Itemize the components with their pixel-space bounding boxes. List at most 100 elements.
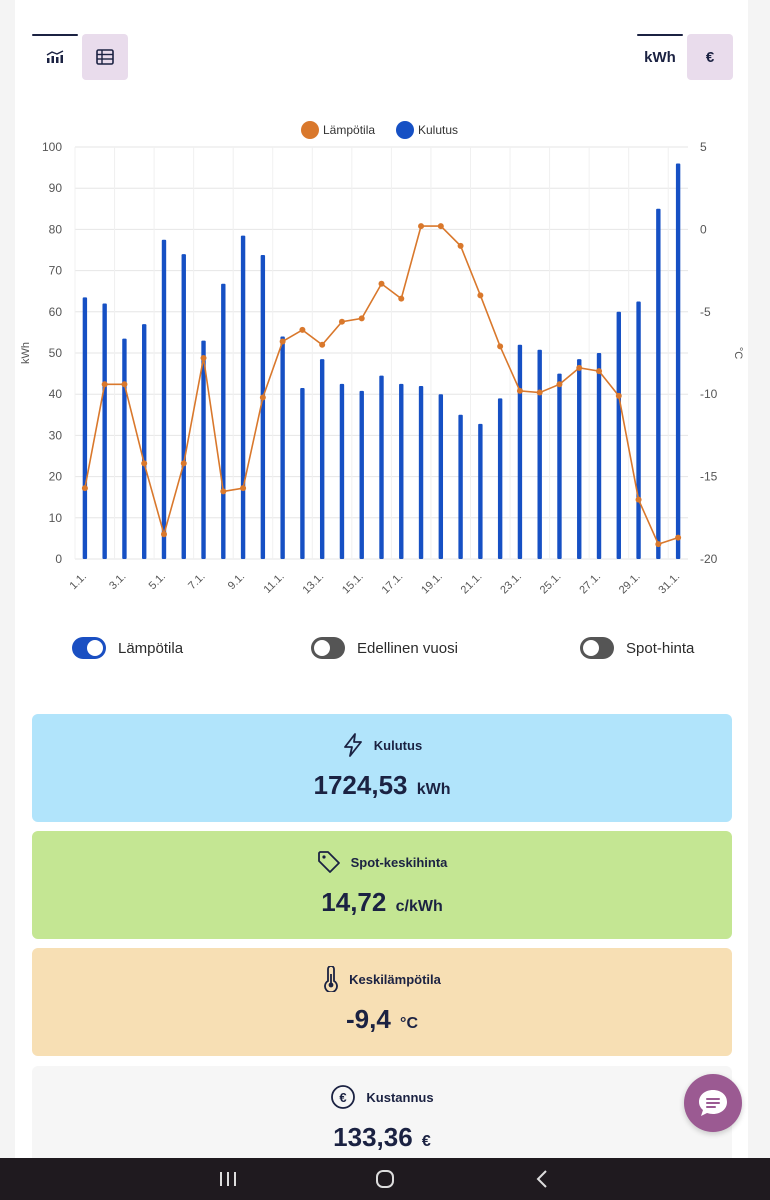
lampotila-point — [635, 496, 642, 503]
recent-apps-button[interactable] — [198, 1158, 258, 1200]
cost-card: € Kustannus 133,36 € — [32, 1066, 732, 1158]
x-tick-label: 7.1. — [186, 571, 207, 592]
kulutus-bar — [557, 373, 562, 559]
y-left-tick-label: 90 — [49, 181, 63, 195]
consumption-value: 1724,53 — [313, 770, 408, 800]
back-button[interactable] — [512, 1158, 572, 1200]
kulutus-bar — [82, 297, 88, 559]
kulutus-bar — [675, 163, 681, 560]
lampotila-point — [200, 354, 207, 361]
kulutus-bar — [537, 349, 542, 559]
lampotila-point — [378, 280, 385, 287]
y-left-tick-label: 0 — [55, 552, 62, 566]
spot-price-switch-item[interactable]: Spot-hinta — [580, 637, 694, 659]
lampotila-point — [437, 223, 444, 230]
x-tick-label: 13.1. — [301, 571, 327, 597]
kulutus-bar — [280, 336, 285, 559]
legend-marker — [396, 121, 414, 139]
spot-price-switch[interactable] — [580, 637, 614, 659]
x-tick-label: 23.1. — [498, 571, 524, 597]
table-icon — [96, 49, 114, 65]
y-left-tick-label: 40 — [49, 387, 63, 401]
kulutus-bar — [478, 423, 483, 559]
kulutus-bar — [636, 301, 641, 559]
chart-switches: Lämpötila Edellinen vuosi Spot-hinta — [15, 637, 748, 665]
lampotila-point — [615, 392, 622, 399]
kulutus-bar — [201, 340, 206, 559]
legend-label: Lämpötila — [323, 123, 375, 137]
spot-price-switch-label: Spot-hinta — [626, 639, 695, 657]
x-tick-label: 5.1. — [147, 571, 168, 592]
lampotila-point — [675, 534, 682, 541]
chart-view-button[interactable] — [32, 34, 78, 80]
kulutus-bar — [142, 324, 147, 559]
x-tick-label: 15.1. — [340, 571, 366, 597]
kulutus-bar — [616, 311, 621, 559]
lampotila-point — [398, 295, 405, 302]
consumption-card: Kulutus 1724,53 kWh — [32, 714, 732, 822]
lampotila-point — [180, 460, 187, 467]
bar-chart-icon — [46, 50, 64, 63]
table-view-button[interactable] — [82, 34, 128, 80]
x-tick-label: 9.1. — [226, 571, 247, 592]
legend-marker — [301, 121, 319, 139]
kulutus-bar — [300, 388, 305, 559]
y-left-tick-label: 20 — [49, 470, 63, 484]
kwh-unit-button[interactable]: kWh — [637, 34, 683, 80]
temperature-switch-item[interactable]: Lämpötila — [72, 637, 183, 659]
previous-year-switch-item[interactable]: Edellinen vuosi — [311, 637, 458, 659]
kulutus-bar — [577, 359, 582, 559]
kulutus-bar — [181, 254, 186, 559]
kulutus-bar — [596, 353, 602, 559]
view-toggle — [32, 34, 128, 80]
lampotila-point — [418, 223, 425, 230]
kulutus-bar — [260, 254, 266, 559]
lampotila-point — [536, 389, 543, 396]
temperature-switch[interactable] — [72, 637, 106, 659]
lampotila-point — [279, 338, 286, 345]
lampotila-point — [121, 381, 128, 388]
average-temperature-value: -9,4 — [346, 1004, 391, 1034]
lampotila-point — [596, 368, 603, 375]
y-right-tick-label: -5 — [700, 305, 711, 319]
lampotila-point — [81, 485, 88, 492]
lampotila-point — [338, 318, 345, 325]
lampotila-point — [516, 387, 523, 394]
lightning-icon — [343, 733, 362, 757]
y-right-tick-label: -20 — [700, 552, 718, 566]
spot-average-price-unit: c/kWh — [395, 898, 443, 915]
cost-title: Kustannus — [366, 1089, 434, 1105]
x-tick-label: 21.1. — [459, 571, 485, 597]
x-tick-label: 3.1. — [107, 571, 128, 592]
previous-year-switch[interactable] — [311, 637, 345, 659]
y-left-tick-label: 50 — [49, 346, 63, 360]
euro-unit-button[interactable]: € — [687, 34, 733, 80]
chat-button[interactable] — [684, 1074, 742, 1132]
lampotila-point — [141, 460, 148, 467]
lampotila-point — [655, 541, 662, 548]
y-left-tick-label: 60 — [49, 305, 63, 319]
price-tag-icon — [317, 851, 340, 873]
consumption-unit: kWh — [416, 781, 451, 798]
lampotila-point — [101, 381, 108, 388]
average-temperature-title: Keskilämpötila — [349, 971, 441, 987]
legend-label: Kulutus — [418, 123, 458, 137]
lampotila-point — [576, 364, 583, 371]
lampotila-point — [240, 485, 247, 492]
consumption-chart: 100 90 80 70 60 50 40 30 20 10 0 5 0 -5 -10 -15 -20 kWh °C… — [15, 110, 748, 620]
x-tick-label: 27.1. — [577, 571, 603, 597]
recent-apps-icon — [220, 1172, 237, 1186]
y-right-axis-title: °C — [732, 347, 744, 359]
x-tick-label: 19.1. — [419, 571, 445, 597]
y-left-axis-title: kWh — [20, 342, 32, 364]
x-tick-label: 25.1. — [538, 571, 564, 597]
kulutus-bar — [161, 239, 167, 559]
lampotila-point — [477, 292, 484, 299]
temperature-switch-label: Lämpötila — [118, 639, 184, 657]
lampotila-point — [457, 242, 464, 249]
kulutus-bar — [339, 383, 345, 559]
y-right-tick-label: 0 — [700, 222, 707, 236]
lampotila-point — [358, 315, 365, 322]
home-button[interactable] — [355, 1158, 415, 1200]
